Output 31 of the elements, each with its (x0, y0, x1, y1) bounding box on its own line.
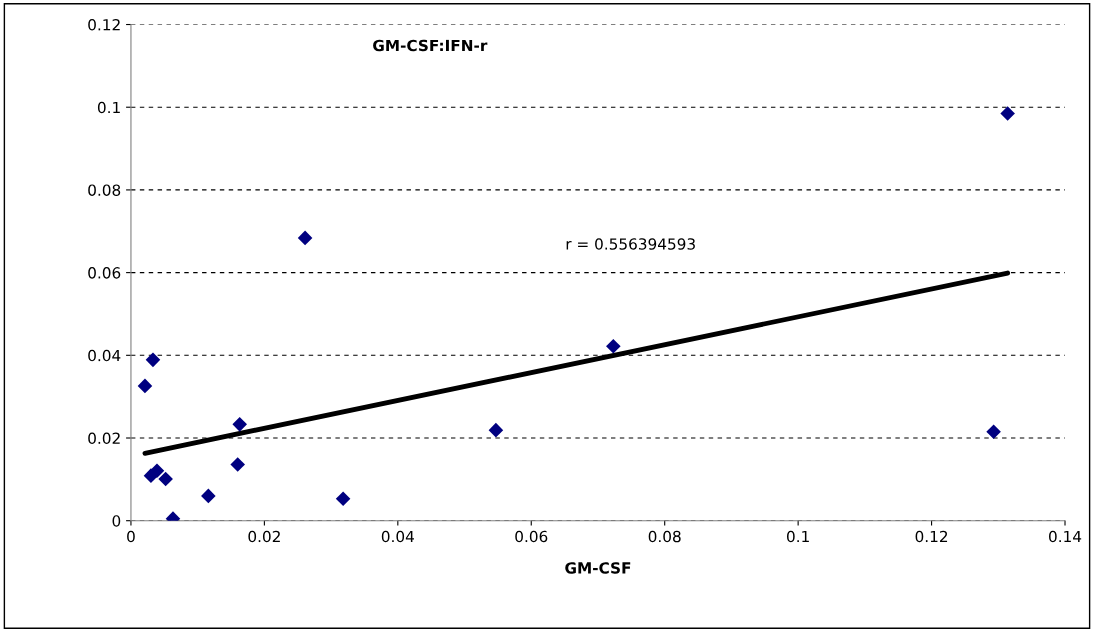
point (1000, 106, 1015, 121)
x-tick-label: 0.1 (786, 530, 809, 543)
point (230, 457, 245, 472)
x-tick-label: 0.08 (648, 530, 681, 543)
point (335, 491, 351, 507)
x-tick-label: 0.04 (381, 530, 414, 543)
x-tick-label: 0.06 (515, 530, 548, 543)
point (145, 352, 161, 368)
point (232, 417, 247, 432)
y-tick-label: 0.06 (88, 267, 121, 279)
y-tick-label: 0.04 (88, 349, 121, 362)
point (488, 422, 504, 438)
point (158, 471, 173, 487)
text: GM-CSF:IFN-r (373, 39, 488, 52)
point (137, 378, 153, 394)
x-tick-label: 0.02 (248, 530, 280, 543)
point (986, 424, 1001, 440)
y-tick-label: 0 (112, 515, 121, 527)
point (297, 230, 313, 246)
point (149, 463, 165, 478)
y-tick-label: 0.08 (88, 184, 121, 196)
x-axis-title: GM-CSF (565, 562, 631, 574)
x-tick-label: 0.14 (1049, 530, 1082, 543)
point (606, 338, 621, 354)
x-tick-label: 0 (127, 530, 135, 543)
y-tick-label: 0.12 (88, 18, 120, 31)
annotation: r = 0.556394593 (566, 238, 695, 250)
x-tick-label: 0.12 (915, 530, 948, 543)
point (201, 488, 216, 504)
y-tick-label: 0.02 (88, 432, 120, 445)
y-tick-label: 0.1 (97, 101, 120, 114)
